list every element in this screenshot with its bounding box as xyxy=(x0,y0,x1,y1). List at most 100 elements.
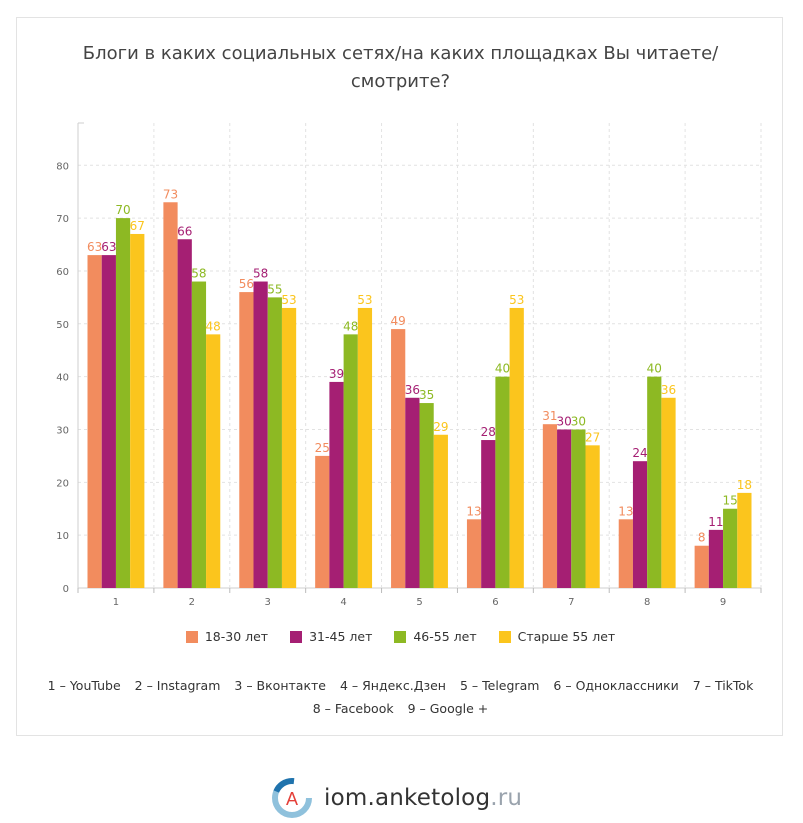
bar xyxy=(357,307,373,588)
bar-value-label: 18 xyxy=(737,478,752,492)
bar-value-label: 25 xyxy=(315,441,330,455)
logo-letter: A xyxy=(286,789,298,809)
legend-label: 18-30 лет xyxy=(204,629,269,644)
bar xyxy=(571,429,586,588)
legend-label: 46-55 лет xyxy=(413,629,477,644)
bar xyxy=(723,508,738,588)
bar-value-label: 13 xyxy=(466,504,481,518)
bar-value-label: 63 xyxy=(101,240,116,254)
bar-value-label: 66 xyxy=(177,224,192,238)
bar-value-label: 70 xyxy=(115,203,130,217)
bar-value-label: 56 xyxy=(239,277,254,291)
bar xyxy=(557,429,572,588)
y-tick-label: 70 xyxy=(56,214,69,225)
bar xyxy=(542,424,558,588)
category-notes: 1 – YouTube 2 – Instagram 3 – Вконтакте 4 –… xyxy=(17,674,784,720)
category-note: 3 – Вконтакте xyxy=(234,678,326,693)
bar xyxy=(177,239,192,588)
y-tick-label: 0 xyxy=(63,584,69,595)
bar xyxy=(239,292,254,588)
bar xyxy=(343,334,358,588)
bar xyxy=(267,297,282,588)
bar xyxy=(191,281,207,588)
chart-title-line-1: Блоги в каких социальных сетях/на каких … xyxy=(82,43,719,64)
bar xyxy=(391,329,406,588)
bar-value-label: 40 xyxy=(647,362,662,376)
bar-value-label: 15 xyxy=(723,494,738,508)
category-note: 4 – Яндекс.Дзен xyxy=(339,678,446,693)
bar xyxy=(329,381,344,588)
bar xyxy=(481,440,496,588)
legend-item[interactable]: 31-45 лет xyxy=(290,629,372,644)
bar-value-label: 27 xyxy=(585,430,600,444)
bar-value-label: 8 xyxy=(698,531,706,545)
bar xyxy=(206,334,221,588)
bar xyxy=(163,202,178,589)
logo-name: iom.anketolog xyxy=(324,785,491,811)
bar xyxy=(405,397,420,588)
bar xyxy=(694,545,709,588)
bar-value-label: 53 xyxy=(281,293,296,307)
legend-label: 31-45 лет xyxy=(309,629,373,644)
bar-value-label: 63 xyxy=(87,240,102,254)
category-note: 7 – TikTok xyxy=(692,678,754,693)
x-tick-label: 6 xyxy=(492,597,498,608)
bar-value-label: 48 xyxy=(206,319,221,333)
y-tick-label: 20 xyxy=(56,478,69,489)
x-tick-label: 3 xyxy=(265,597,271,608)
category-note: 5 – Telegram xyxy=(459,678,540,693)
chart-title-line-2: смотрите? xyxy=(350,71,451,92)
chart-title: Блоги в каких социальных сетях/на каких … xyxy=(17,40,784,96)
bar xyxy=(419,403,434,588)
bar-value-label: 40 xyxy=(495,362,510,376)
bar xyxy=(87,255,102,588)
anketolog-logo-icon: A xyxy=(272,778,312,818)
category-notes-row: 8 – Facebook 9 – Google + xyxy=(17,697,784,720)
y-tick-label: 10 xyxy=(56,531,69,542)
logo-tld: .ru xyxy=(490,785,523,811)
logo-text: iom.anketolog.ru xyxy=(324,785,522,811)
bar xyxy=(115,218,131,588)
bar xyxy=(647,376,662,588)
legend-item[interactable]: 46-55 лет xyxy=(394,629,477,644)
bar-value-label: 29 xyxy=(433,420,448,434)
legend-swatch xyxy=(185,630,198,643)
category-note: 8 – Facebook xyxy=(312,701,394,716)
bar-value-label: 36 xyxy=(661,383,676,397)
y-tick-label: 80 xyxy=(56,161,69,172)
bar-value-label: 36 xyxy=(405,383,420,397)
category-notes-row: 1 – YouTube 2 – Instagram 3 – Вконтакте 4 –… xyxy=(17,674,784,697)
bar-value-label: 55 xyxy=(267,282,282,296)
legend-swatch xyxy=(394,630,407,643)
x-tick-label: 1 xyxy=(113,597,119,608)
bar-value-label: 48 xyxy=(343,319,358,333)
bar xyxy=(281,307,297,588)
bar-value-label: 30 xyxy=(557,414,572,428)
y-tick-label: 40 xyxy=(56,373,69,384)
category-note: 6 – Одноклассники xyxy=(553,678,679,693)
bar xyxy=(101,255,116,588)
bar xyxy=(466,519,482,588)
bar xyxy=(509,307,524,588)
y-tick-label: 30 xyxy=(56,425,69,436)
legend-label: Старше 55 лет xyxy=(517,629,616,644)
x-tick-label: 4 xyxy=(340,597,346,608)
category-note: 1 – YouTube xyxy=(47,678,121,693)
y-tick-label: 50 xyxy=(56,320,69,331)
anketolog-logo[interactable]: A iom.anketolog.ru xyxy=(270,776,522,820)
legend-item[interactable]: 18-30 лет xyxy=(185,629,269,644)
x-tick-label: 9 xyxy=(720,597,726,608)
bar xyxy=(661,397,676,588)
bar xyxy=(253,281,268,588)
bar-value-label: 11 xyxy=(708,515,723,529)
bar-value-label: 24 xyxy=(632,446,647,460)
legend-item[interactable]: Старше 55 лет xyxy=(498,629,616,644)
bar xyxy=(495,376,510,588)
bar xyxy=(737,492,752,588)
bar-value-label: 31 xyxy=(542,409,557,423)
bar-value-label: 49 xyxy=(391,314,406,328)
bar-value-label: 53 xyxy=(509,293,524,307)
bar-value-label: 58 xyxy=(191,267,206,281)
chart-legend: 18-30 лет 31-45 лет 46-55 лет Старше 55 лет xyxy=(17,629,784,644)
bar xyxy=(433,434,448,588)
